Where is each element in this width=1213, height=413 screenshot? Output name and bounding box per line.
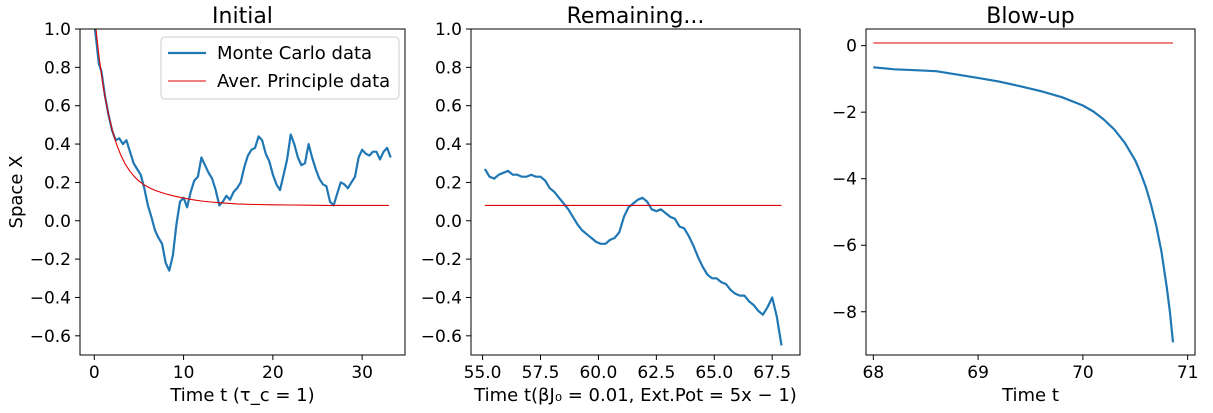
y-tick-label: 0.4: [435, 135, 462, 155]
x-tick-label: 20: [262, 363, 284, 383]
series-line-blue: [483, 168, 783, 346]
legend: Monte Carlo data Aver. Principle data: [160, 36, 400, 100]
x-tick-label: 67.5: [753, 363, 791, 383]
chart-title: Blow-up: [986, 4, 1075, 29]
y-tick-label: −2: [832, 103, 857, 123]
y-tick-label: −6: [832, 236, 857, 256]
y-tick-label: −0.2: [421, 250, 462, 270]
chart-panel-1: 0 10 20 30 1.0 0.8 0.6 0.4 0.2 0.0 −0.2 −0.4 −0.6 Ini…: [6, 4, 406, 406]
x-tick-label: 69: [967, 363, 989, 383]
plot-frame: [865, 28, 1196, 356]
y-tick-label: 0: [846, 37, 857, 57]
plot-frame: [470, 28, 801, 356]
x-tick-label: 57.5: [522, 363, 560, 383]
y-tick-label: −0.4: [421, 288, 462, 308]
y-tick-label: −8: [832, 303, 857, 323]
x-axis-label: Time t (τ_c = 1): [169, 385, 314, 406]
y-tick-label: 0.0: [44, 212, 71, 232]
x-tick-label: 68: [863, 363, 885, 383]
y-tick-label: −0.6: [421, 327, 462, 347]
x-tick-label: 62.5: [637, 363, 675, 383]
x-tick-label: 70: [1072, 363, 1094, 383]
x-tick-label: 55.0: [464, 363, 502, 383]
x-axis-label: Time t: [1001, 385, 1059, 406]
chart-panel-2: 55.0 57.5 60.0 62.5 65.0 67.5 1.0 0.8 0.6 0.4 0.2 0…: [421, 4, 801, 406]
y-tick-label: 0.4: [44, 135, 71, 155]
y-tick-label: −4: [832, 170, 857, 190]
x-tick-label: 10: [173, 363, 195, 383]
y-tick-label: −0.4: [30, 288, 71, 308]
y-tick-label: 0.2: [44, 173, 71, 193]
y-tick-label: 1.0: [44, 20, 71, 40]
x-tick-label: 65.0: [695, 363, 733, 383]
chart-panel-3: 68 69 70 71 0 −2 −4 −6 −8 Blow-up Time t: [832, 4, 1199, 406]
y-axis-label: Space X: [6, 156, 27, 229]
legend-label: Aver. Principle data: [217, 71, 390, 92]
y-tick-label: 0.8: [44, 58, 71, 78]
series-line-red: [95, 29, 389, 206]
legend-label: Monte Carlo data: [217, 43, 372, 64]
y-tick-label: −0.6: [30, 327, 71, 347]
legend-box: [160, 36, 400, 100]
y-tick-label: −0.2: [30, 250, 71, 270]
chart-title: Initial: [212, 4, 273, 29]
x-tick-label: 0: [89, 363, 100, 383]
x-tick-label: 60.0: [579, 363, 617, 383]
x-tick-label: 30: [351, 363, 373, 383]
y-tick-label: 0.6: [44, 97, 71, 117]
y-tick-label: 0.6: [435, 97, 462, 117]
y-tick-label: 0.2: [435, 173, 462, 193]
chart-title: Remaining...: [567, 4, 705, 29]
y-tick-label: 0.8: [435, 58, 462, 78]
series-line-blue: [93, 29, 392, 272]
y-tick-label: 0.0: [435, 212, 462, 232]
x-tick-label: 71: [1177, 363, 1199, 383]
plot-frame: [79, 28, 406, 356]
series-line-blue: [873, 66, 1175, 343]
y-tick-label: 1.0: [435, 20, 462, 40]
x-axis-label: Time t(βJ₀ = 0.01, Ext.Pot = 5x − 1): [473, 385, 797, 406]
